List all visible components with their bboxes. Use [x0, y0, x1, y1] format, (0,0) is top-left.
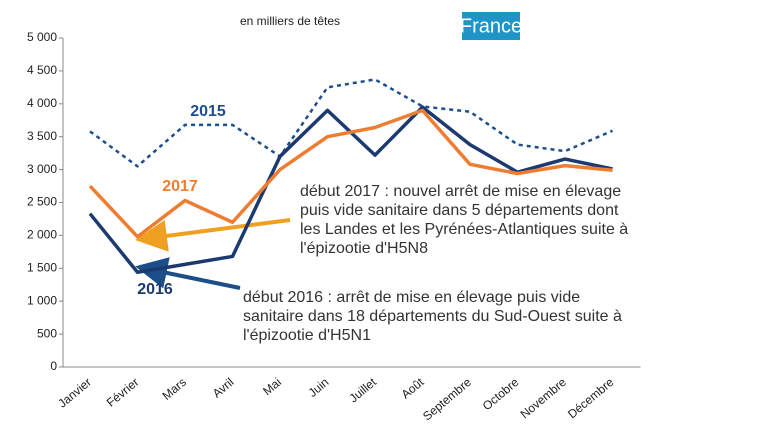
annotation: sanitaire dans 18 départements du Sud-Ou… — [243, 308, 622, 325]
subtitle: en milliers de têtes — [240, 14, 340, 28]
series-label: 2015 — [190, 103, 226, 120]
chart-title: France — [460, 15, 522, 37]
y-tick-label: 4 000 — [27, 96, 57, 110]
annotation: puis vide sanitaire dans 5 départements … — [300, 202, 619, 219]
x-tick-label: Juillet — [346, 375, 379, 406]
y-tick-label: 2 000 — [27, 228, 57, 242]
x-tick-label: Avril — [210, 375, 237, 401]
series-line — [88, 108, 613, 239]
annotation: les Landes et les Pyrénées-Atlantiques s… — [300, 221, 628, 238]
x-tick-label: Février — [104, 375, 142, 410]
x-tick-label: Août — [399, 375, 427, 402]
arrow-2017 — [135, 218, 291, 252]
annotation: l'épizootie d'H5N8 — [300, 240, 428, 257]
y-tick-label: 3 000 — [27, 162, 57, 176]
arrow-2016 — [135, 257, 241, 290]
x-tick-label: Octobre — [480, 375, 522, 413]
x-tick-label: Décembre — [565, 375, 617, 422]
annotation: début 2017 : nouvel arrêt de mise en éle… — [300, 183, 621, 200]
y-tick-label: 3 500 — [27, 129, 57, 143]
x-tick-label: Mai — [260, 375, 284, 398]
series-line — [89, 78, 613, 168]
annotation: l'épizootie d'H5N1 — [243, 327, 371, 344]
x-tick-label: Septembre — [420, 375, 474, 424]
annotation: début 2016 : arrêt de mise en élevage pu… — [243, 289, 580, 306]
x-tick-label: Mars — [160, 375, 189, 403]
x-tick-label: Janvier — [55, 375, 94, 411]
y-tick-label: 2 500 — [27, 195, 57, 209]
x-tick-label: Novembre — [518, 375, 570, 422]
series-label: 2016 — [137, 281, 173, 298]
y-tick-label: 1 000 — [27, 293, 57, 307]
y-tick-label: 0 — [50, 359, 57, 373]
title-box — [462, 12, 520, 40]
y-tick-label: 4 500 — [27, 63, 57, 77]
x-tick-label: Juin — [306, 375, 332, 400]
y-tick-label: 500 — [37, 326, 57, 340]
y-tick-label: 5 000 — [27, 30, 57, 44]
series-label: 2017 — [162, 178, 198, 195]
y-tick-label: 1 500 — [27, 260, 57, 274]
